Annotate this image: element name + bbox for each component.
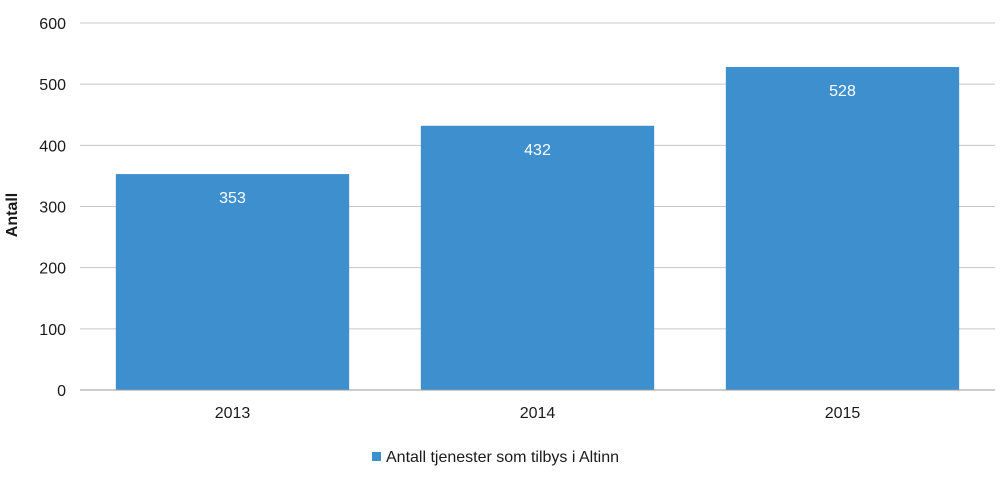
y-axis-ticks: 0 100 200 300 400 500 600 bbox=[39, 16, 66, 400]
y-tick-label: 400 bbox=[39, 138, 66, 155]
y-tick-label: 600 bbox=[39, 16, 66, 33]
bar-2013 bbox=[115, 174, 350, 390]
y-axis-title: Antall bbox=[4, 193, 21, 237]
legend-swatch bbox=[372, 452, 381, 461]
bar-2014 bbox=[420, 125, 655, 390]
data-label-2014: 432 bbox=[524, 142, 551, 159]
y-tick-label: 200 bbox=[39, 261, 66, 278]
y-tick-label: 500 bbox=[39, 77, 66, 94]
y-tick-label: 100 bbox=[39, 322, 66, 339]
bars bbox=[115, 67, 960, 390]
x-tick-label-2013: 2013 bbox=[215, 405, 251, 422]
y-tick-label: 300 bbox=[39, 200, 66, 217]
data-label-2013: 353 bbox=[219, 190, 246, 207]
x-tick-label-2015: 2015 bbox=[825, 405, 861, 422]
y-tick-label: 0 bbox=[57, 383, 66, 400]
x-axis-ticks: 2013 2014 2015 bbox=[215, 405, 861, 422]
data-labels: 353 432 528 bbox=[219, 83, 856, 207]
legend-label: Antall tjenester som tilbys i Altinn bbox=[386, 449, 619, 466]
bar-2015 bbox=[725, 67, 960, 390]
data-label-2015: 528 bbox=[829, 83, 856, 100]
x-tick-label-2014: 2014 bbox=[520, 405, 556, 422]
legend: Antall tjenester som tilbys i Altinn bbox=[372, 449, 619, 466]
